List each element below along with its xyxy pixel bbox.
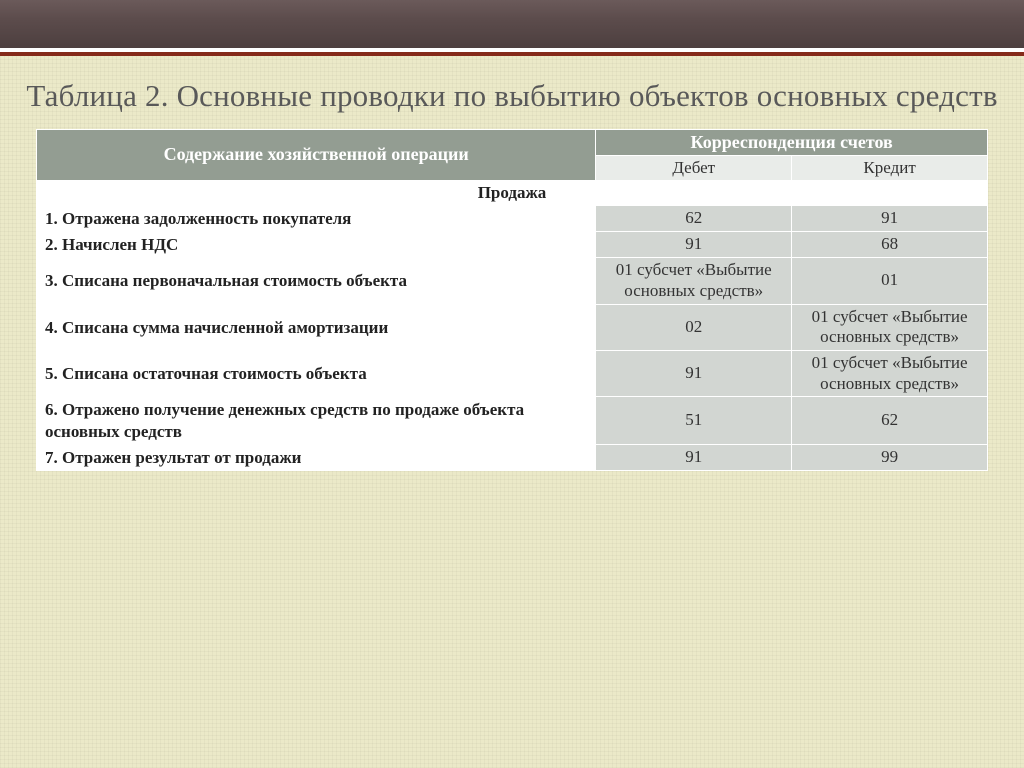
ledger-table: Содержание хозяйственной операции Коррес… [36, 129, 988, 472]
col-header-correspondence: Корреспонденция счетов [596, 129, 988, 155]
op-debit: 02 [596, 304, 792, 350]
op-debit: 91 [596, 231, 792, 257]
op-credit: 01 субсчет «Выбытие основных средств» [792, 304, 988, 350]
table-row: 2. Начислен НДС 91 68 [37, 231, 988, 257]
table-row: 4. Списана сумма начисленной амортизации… [37, 304, 988, 350]
table-row: 3. Списана первоначальная стоимость объе… [37, 258, 988, 304]
col-header-operation: Содержание хозяйственной операции [37, 129, 596, 180]
page-title: Таблица 2. Основные проводки по выбытию … [16, 78, 1008, 115]
op-credit: 01 субсчет «Выбытие основных средств» [792, 351, 988, 397]
decorative-top-band [0, 0, 1024, 52]
table-row: 7. Отражен результат от продажи 91 99 [37, 444, 988, 470]
op-desc: 4. Списана сумма начисленной амортизации [37, 304, 596, 350]
table-header-row: Содержание хозяйственной операции Коррес… [37, 129, 988, 155]
table-row: 6. Отражено получение денежных средств п… [37, 397, 988, 445]
op-credit: 01 [792, 258, 988, 304]
col-header-debit: Дебет [596, 155, 792, 180]
section-label: Продажа [37, 180, 988, 205]
op-credit: 62 [792, 397, 988, 445]
col-header-credit: Кредит [792, 155, 988, 180]
section-row: Продажа [37, 180, 988, 205]
op-desc: 6. Отражено получение денежных средств п… [37, 397, 596, 445]
op-desc: 1. Отражена задолженность покупателя [37, 205, 596, 231]
op-credit: 91 [792, 205, 988, 231]
op-desc: 5. Списана остаточная стоимость объекта [37, 351, 596, 397]
table-row: 5. Списана остаточная стоимость объекта … [37, 351, 988, 397]
op-debit: 01 субсчет «Выбытие основных средств» [596, 258, 792, 304]
op-credit: 68 [792, 231, 988, 257]
op-debit: 91 [596, 351, 792, 397]
op-debit: 51 [596, 397, 792, 445]
op-desc: 7. Отражен результат от продажи [37, 444, 596, 470]
op-credit: 99 [792, 444, 988, 470]
op-desc: 2. Начислен НДС [37, 231, 596, 257]
op-desc: 3. Списана первоначальная стоимость объе… [37, 258, 596, 304]
slide-body: Таблица 2. Основные проводки по выбытию … [0, 52, 1024, 471]
op-debit: 62 [596, 205, 792, 231]
op-debit: 91 [596, 444, 792, 470]
table-row: 1. Отражена задолженность покупателя 62 … [37, 205, 988, 231]
